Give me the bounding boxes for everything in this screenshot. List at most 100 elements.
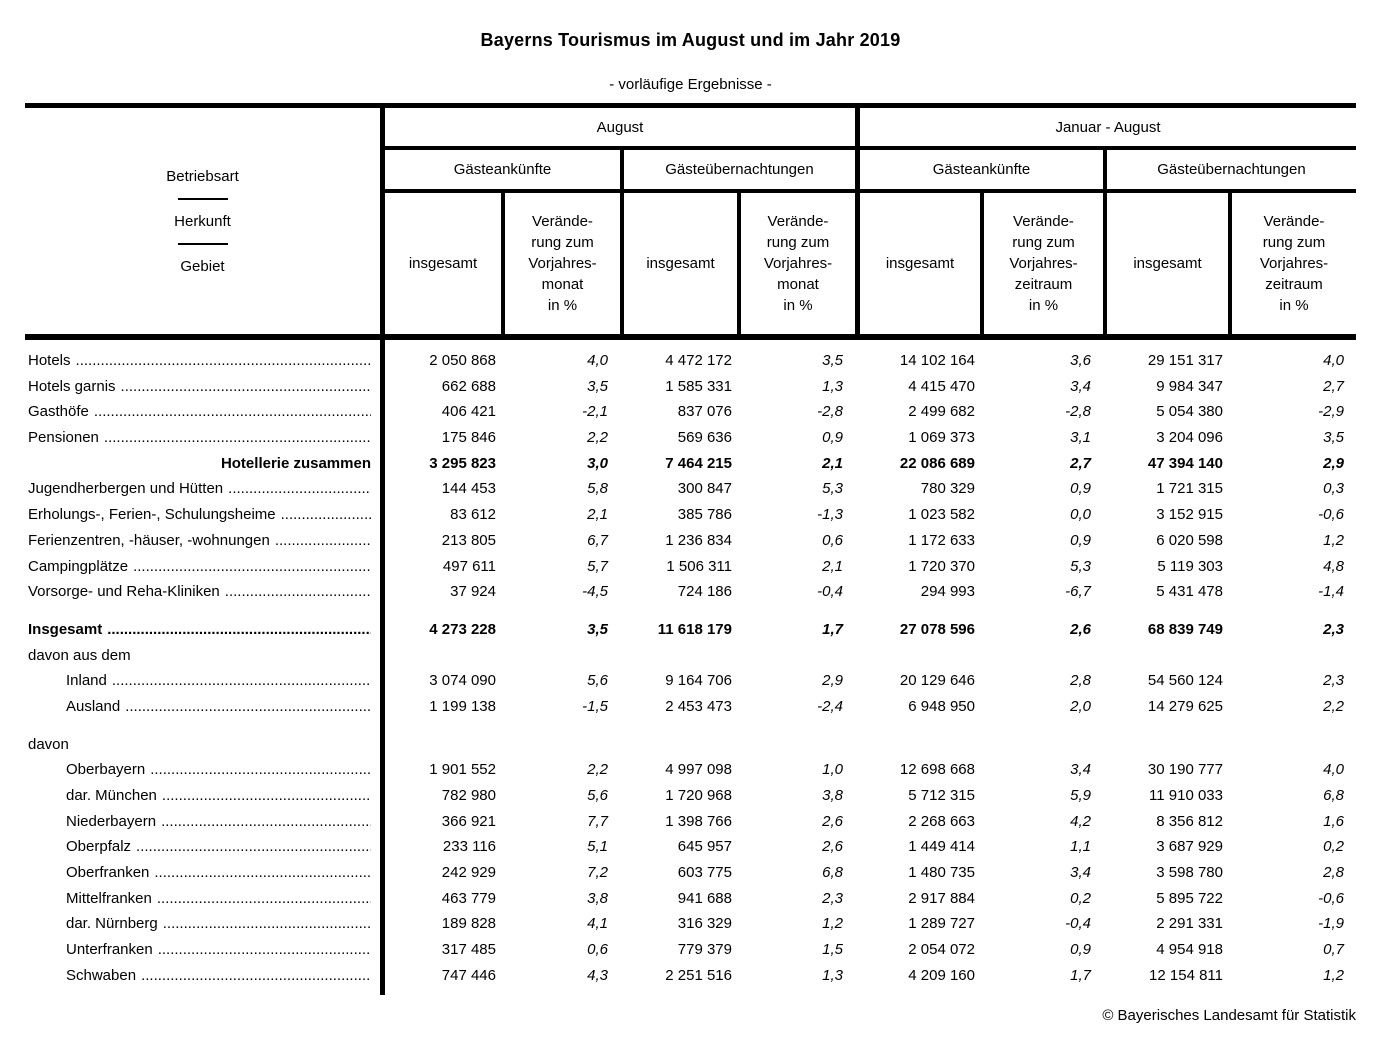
dot-leader [112, 668, 371, 694]
cell-aug-arrivals-change: 3,8 [587, 889, 608, 907]
cell-aug-nights-change: 1,0 [822, 761, 843, 779]
row-label-text: Campingplätze [28, 557, 129, 575]
stub-divider [177, 197, 228, 200]
row-label-text: Hotels [28, 352, 71, 369]
row-label-text: Erholungs-, Ferien-, Schulungsheime [28, 506, 276, 524]
cell-aug-arrivals-total: 2 050 868 [429, 352, 496, 369]
table-body: Hotels 2 050 868 4,0 4 472 172 3,5 14 102 16… [25, 340, 1356, 995]
row-label: Vorsorge- und Reha-Kliniken [25, 579, 385, 605]
cell-aug-arrivals-change: 3,5 [587, 377, 608, 395]
cell-ja-nights-total: 68 839 749 [1147, 620, 1223, 638]
cell-aug-nights-change: 3,5 [822, 352, 843, 369]
stub-label-betriebsart: Betriebsart [166, 167, 239, 185]
stub-divider [177, 242, 228, 245]
cell-aug-nights-change: 1,7 [822, 620, 843, 638]
group-header-januar-august: Januar - August [855, 108, 1356, 150]
cell-aug-nights-total: 316 329 [677, 915, 732, 933]
row-label-text: davon [28, 735, 69, 753]
stub-label-herkunft: Herkunft [174, 212, 231, 230]
cell-ja-arrivals-total: 1 480 735 [908, 864, 975, 882]
table-row: dar. München 782 980 5,6 1 720 968 3,8 5 712… [25, 783, 1356, 809]
cell-aug-arrivals-total: 662 688 [441, 377, 496, 395]
table-row: Mittelfranken 463 779 3,8 941 688 2,3 2 917 … [25, 886, 1356, 912]
cell-aug-nights-change: 2,6 [822, 812, 843, 830]
cell-aug-arrivals-change: 4,0 [587, 352, 608, 369]
row-label: Unterfranken [25, 937, 385, 963]
dot-leader [225, 579, 371, 605]
stub-divider-line [380, 340, 385, 995]
col-header-aug-arrivals-total: insgesamt [408, 255, 478, 272]
table-row: Hotels garnis 662 688 3,5 1 585 331 1,3 4 41… [25, 374, 1356, 400]
cell-ja-nights-change: 4,8 [1323, 557, 1344, 575]
row-label-text: Unterfranken [66, 941, 153, 959]
cell-ja-arrivals-change: -6,7 [1065, 583, 1091, 601]
cell-ja-arrivals-total: 780 329 [920, 480, 975, 498]
col-header-aug-nights-total: insgesamt [620, 193, 737, 334]
cell-aug-nights-total: 1 720 968 [665, 787, 732, 804]
cell-aug-nights-total: 1 236 834 [665, 531, 732, 549]
cell-aug-nights-change: 1,5 [822, 941, 843, 959]
dot-leader [162, 783, 371, 809]
cell-aug-arrivals-change: 4,3 [587, 966, 608, 984]
cell-ja-arrivals-change: 3,6 [1070, 352, 1091, 369]
cell-aug-arrivals-total: 37 924 [450, 583, 496, 601]
table-row: Schwaben 747 446 4,3 2 251 516 1,3 4 209 160… [25, 963, 1356, 989]
cell-ja-arrivals-total: 1 449 414 [908, 838, 975, 856]
cell-ja-nights-total: 4 954 918 [1156, 941, 1223, 959]
table-row: Oberbayern 1 901 552 2,2 4 997 098 1,0 12 69… [25, 757, 1356, 783]
cell-ja-arrivals-change: 0,2 [1070, 889, 1091, 907]
cell-aug-arrivals-total: 83 612 [450, 506, 496, 524]
stub-label-gebiet: Gebiet [180, 257, 225, 275]
cell-ja-arrivals-total: 12 698 668 [899, 761, 975, 779]
cell-aug-nights-total: 4 997 098 [665, 761, 732, 779]
dot-leader [94, 399, 371, 425]
cell-aug-arrivals-total: 497 611 [442, 557, 496, 575]
row-label: Hotellerie zusammen [25, 451, 385, 477]
row-label-text: Inland [66, 672, 107, 690]
cell-aug-nights-change: 1,2 [822, 915, 843, 933]
table-row: Jugendherbergen und Hütten 144 453 5,8 300… [25, 476, 1356, 502]
cell-aug-arrivals-change: 6,7 [587, 531, 608, 549]
dot-leader [133, 554, 371, 580]
cell-aug-arrivals-change: 5,7 [587, 557, 608, 575]
row-label: dar. Nürnberg [25, 911, 385, 937]
cell-aug-arrivals-change: 2,2 [587, 429, 608, 447]
col-header-ja-arrivals-total: insgesamt [855, 193, 980, 334]
row-label: Jugendherbergen und Hütten [25, 476, 385, 502]
table-row: davon [25, 732, 1356, 758]
cell-ja-arrivals-total: 2 054 072 [908, 941, 975, 959]
row-label: Oberfranken [25, 860, 385, 886]
row-label: davon [25, 732, 385, 758]
cell-ja-nights-total: 5 431 478 [1156, 583, 1223, 601]
row-label: Hotels [25, 348, 385, 374]
cell-ja-arrivals-total: 20 129 646 [899, 672, 975, 690]
row-label: Insgesamt [25, 617, 385, 643]
subgroup-august-arrivals: Gästeankünfte [385, 150, 620, 193]
cell-aug-nights-change: -2,8 [817, 403, 843, 421]
cell-aug-nights-change: 2,1 [822, 557, 843, 575]
cell-ja-arrivals-total: 1 720 370 [908, 557, 975, 575]
dot-leader [104, 425, 371, 451]
cell-ja-arrivals-total: 2 499 682 [908, 403, 975, 421]
cell-ja-arrivals-total: 5 712 315 [908, 787, 975, 804]
cell-ja-nights-change: 2,9 [1323, 454, 1344, 472]
cell-ja-arrivals-change: 3,4 [1070, 864, 1091, 882]
cell-ja-arrivals-change: 1,1 [1070, 838, 1091, 856]
cell-ja-arrivals-change: 0,9 [1070, 480, 1091, 498]
row-label: Ausland [25, 694, 385, 720]
table-row: Ausland 1 199 138 -1,5 2 453 473 -2,4 6 948 … [25, 694, 1356, 720]
table-row: Gasthöfe 406 421 -2,1 837 076 -2,8 2 499 682… [25, 399, 1356, 425]
cell-aug-nights-change: 2,9 [822, 672, 843, 690]
cell-ja-arrivals-total: 27 078 596 [899, 620, 975, 638]
row-label-text: Oberbayern [66, 761, 146, 779]
page-subtitle: - vorläufige Ergebnisse - [609, 76, 772, 93]
cell-ja-arrivals-total: 1 023 582 [908, 506, 975, 524]
cell-ja-nights-total: 54 560 124 [1147, 672, 1223, 690]
cell-ja-nights-total: 11 910 033 [1149, 787, 1223, 804]
row-label-text: dar. München [66, 787, 157, 804]
cell-ja-nights-change: 0,7 [1323, 941, 1344, 959]
row-label: Oberbayern [25, 757, 385, 783]
cell-ja-nights-total: 3 152 915 [1156, 506, 1223, 524]
cell-aug-arrivals-total: 747 446 [441, 966, 496, 984]
cell-ja-arrivals-total: 1 069 373 [908, 429, 975, 447]
